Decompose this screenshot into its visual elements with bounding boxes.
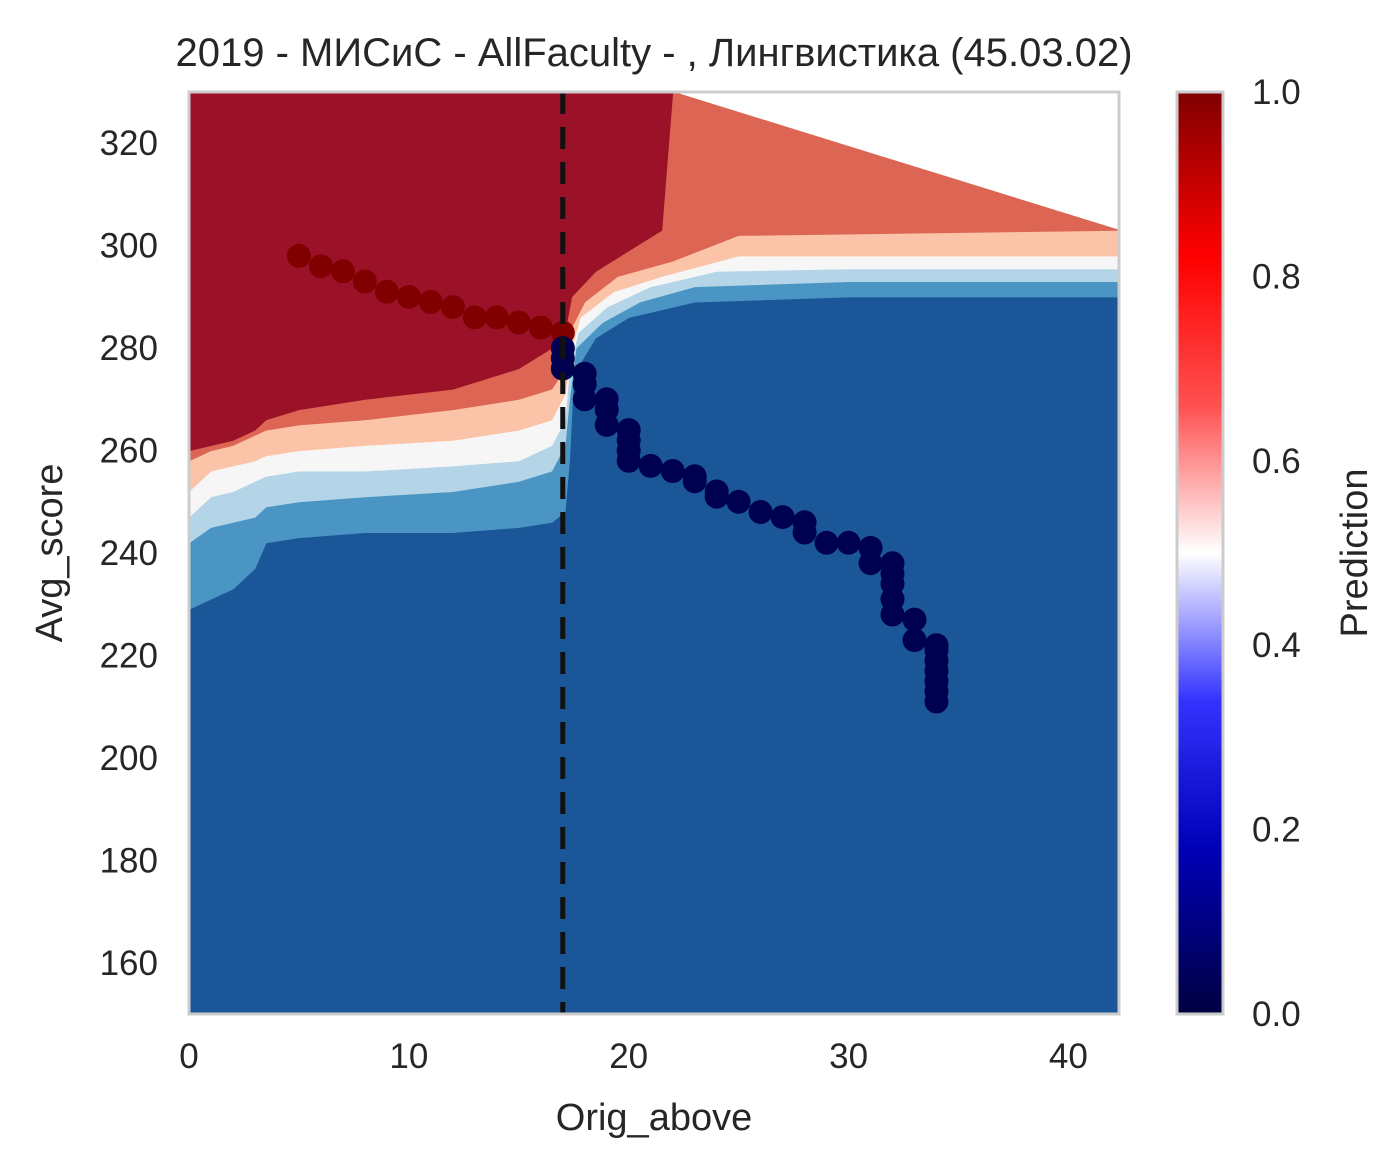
- data-point: [396, 284, 421, 309]
- data-point: [352, 269, 377, 294]
- colorbar-tick-label: 0.4: [1252, 626, 1301, 665]
- data-point: [880, 551, 905, 576]
- data-point: [924, 633, 949, 658]
- x-tick-label: 30: [829, 1037, 868, 1076]
- y-tick-label: 320: [100, 124, 158, 163]
- colorbar-tick-label: 0.6: [1252, 442, 1301, 481]
- y-tick-label: 280: [100, 329, 158, 368]
- y-tick-label: 180: [100, 841, 158, 880]
- colorbar-ticks: 0.0 0.2 0.4 0.6 0.8 1.0: [1252, 73, 1301, 1034]
- data-point: [770, 505, 795, 530]
- x-tick-label: 0: [179, 1037, 198, 1076]
- data-point: [704, 479, 729, 504]
- data-point: [792, 510, 817, 535]
- data-point: [330, 259, 355, 284]
- y-tick-label: 160: [100, 944, 158, 983]
- x-tick-label: 10: [389, 1037, 428, 1076]
- data-point: [572, 361, 597, 386]
- data-point: [506, 310, 531, 335]
- contour-regions: [189, 92, 1119, 1014]
- data-point: [836, 530, 861, 555]
- y-axis-label: Avg_score: [29, 464, 71, 643]
- data-point: [528, 315, 553, 340]
- colorbar-tick-label: 0.2: [1252, 811, 1301, 850]
- data-point: [308, 254, 333, 279]
- colorbar-tick-label: 0.8: [1252, 257, 1301, 296]
- data-point: [858, 535, 883, 560]
- contour-band: [189, 92, 1119, 452]
- x-tick-label: 20: [609, 1037, 648, 1076]
- colorbar-tick-label: 0.0: [1252, 995, 1301, 1034]
- x-tick-label: 40: [1049, 1037, 1088, 1076]
- y-tick-label: 300: [100, 227, 158, 266]
- data-point: [286, 243, 311, 268]
- data-point: [902, 607, 927, 632]
- y-tick-label: 240: [100, 534, 158, 573]
- data-points: [286, 243, 949, 714]
- data-point: [660, 459, 685, 483]
- colorbar: [1175, 90, 1225, 1016]
- data-point: [748, 500, 773, 524]
- data-point: [814, 530, 839, 555]
- y-axis-ticks: 160 180 200 220 240 260 280 300 320: [100, 124, 158, 983]
- data-point: [418, 290, 443, 314]
- data-point: [440, 295, 465, 320]
- data-point: [638, 453, 663, 478]
- data-point: [594, 387, 619, 412]
- data-point: [462, 305, 487, 330]
- y-tick-label: 220: [100, 636, 158, 675]
- data-point: [616, 418, 641, 443]
- data-point: [374, 279, 399, 304]
- chart-title: 2019 - МИСиС - AllFaculty - , Лингвистик…: [175, 31, 1132, 75]
- plot-area: [189, 92, 1119, 1014]
- x-axis-ticks: 0 10 20 30 40: [179, 1037, 1088, 1076]
- data-point: [484, 305, 509, 330]
- y-tick-label: 200: [100, 739, 158, 778]
- data-point: [902, 628, 927, 653]
- x-axis-label: Orig_above: [556, 1097, 752, 1139]
- plot-frame: [187, 90, 1121, 1016]
- colorbar-tick-label: 1.0: [1252, 73, 1301, 112]
- colorbar-label: Prediction: [1334, 469, 1376, 638]
- data-point: [726, 489, 751, 514]
- y-tick-label: 260: [100, 432, 158, 471]
- data-point: [682, 469, 707, 494]
